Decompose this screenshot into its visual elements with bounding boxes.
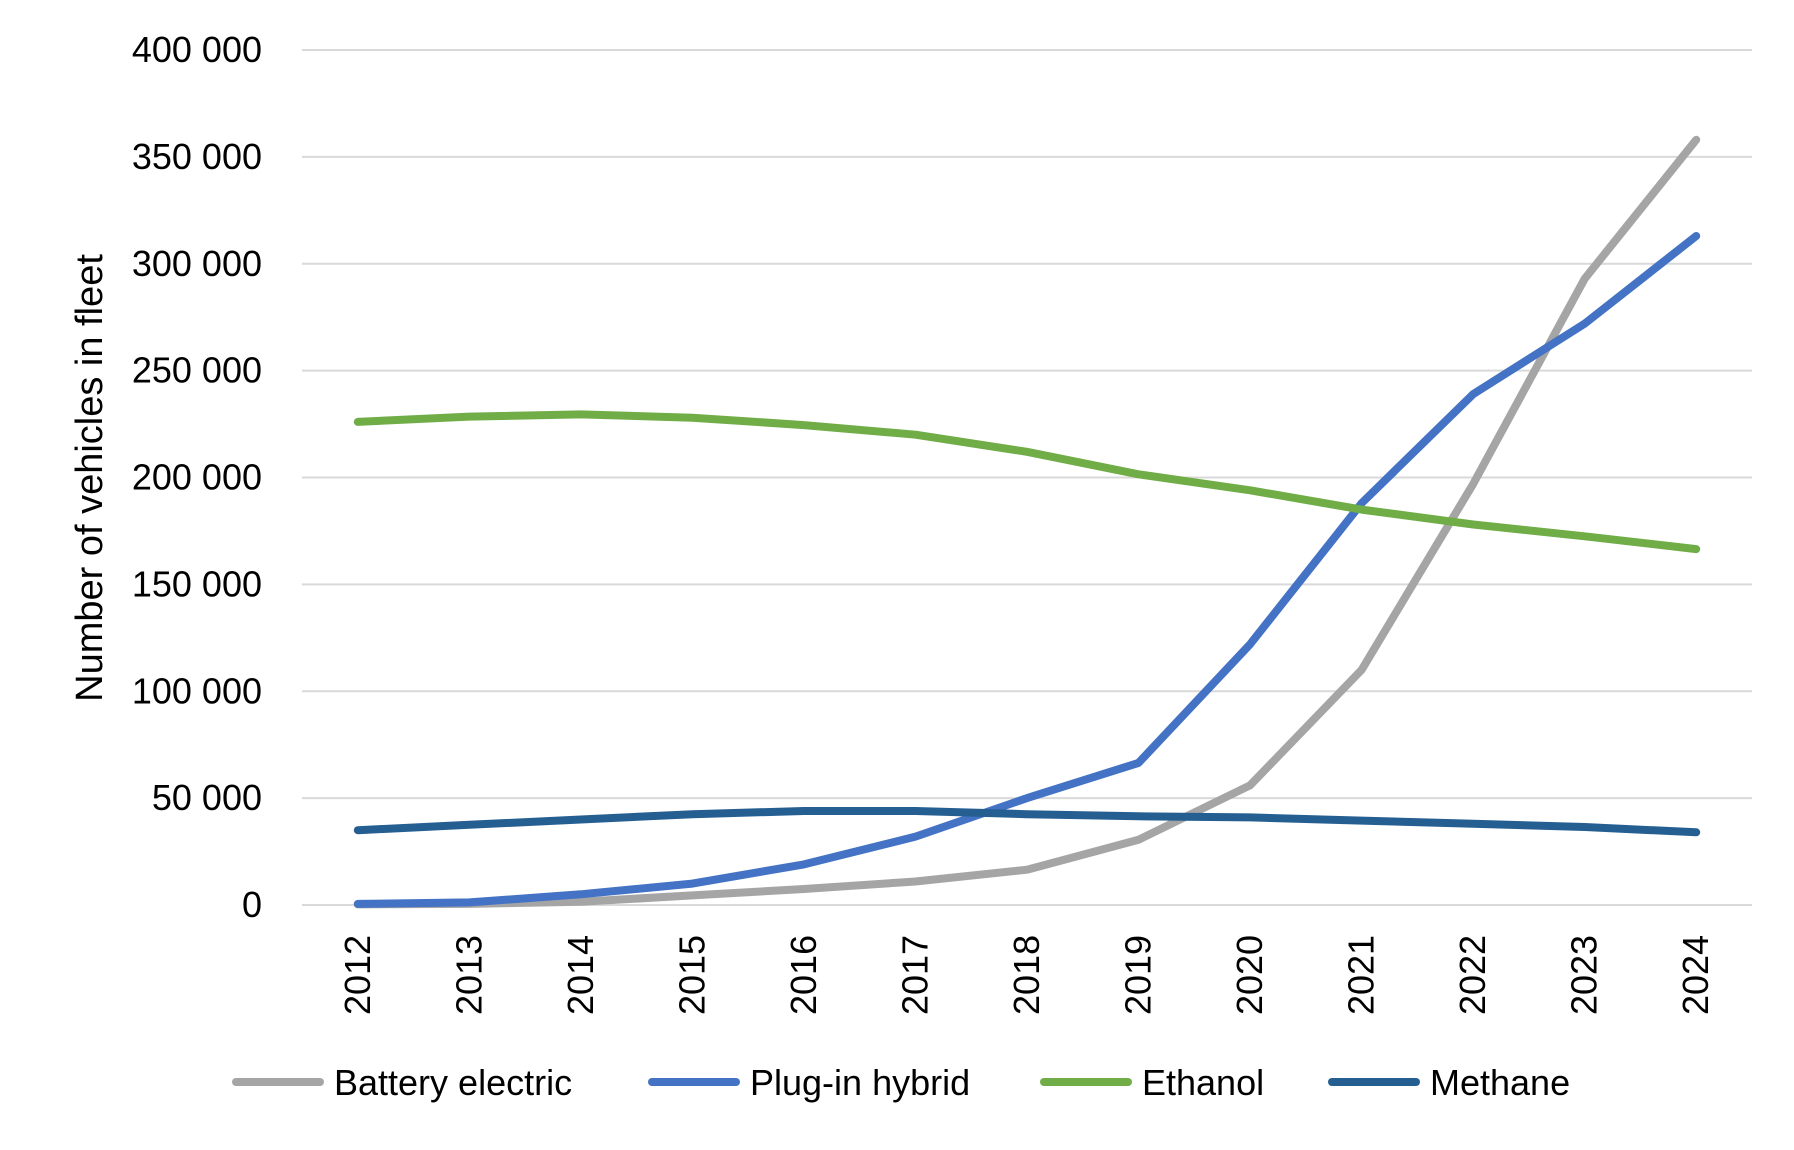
x-tick-label: 2016 xyxy=(783,935,824,1015)
legend: Battery electric Plug-in hybrid Ethanol Met… xyxy=(236,1062,1570,1103)
y-tick-label: 50 000 xyxy=(152,777,262,818)
legend-item-battery-electric: Battery electric xyxy=(236,1062,572,1103)
y-tick-label: 400 000 xyxy=(132,29,262,70)
legend-label: Battery electric xyxy=(334,1062,572,1103)
y-tick-label: 200 000 xyxy=(132,457,262,498)
legend-label: Ethanol xyxy=(1142,1062,1264,1103)
x-tick-label: 2019 xyxy=(1118,935,1159,1015)
x-tick-label: 2017 xyxy=(894,935,935,1015)
legend-item-plug-in-hybrid: Plug-in hybrid xyxy=(652,1062,970,1103)
chart: 0 50 000 100 000 150 000 200 000 250 000 300 0… xyxy=(0,0,1794,1145)
x-tick-label: 2018 xyxy=(1006,935,1047,1015)
x-tick-label: 2020 xyxy=(1229,935,1270,1015)
x-tick-label: 2015 xyxy=(671,935,712,1015)
y-tick-label: 250 000 xyxy=(132,350,262,391)
y-tick-label: 150 000 xyxy=(132,563,262,604)
x-tick-label: 2022 xyxy=(1452,935,1493,1015)
x-tick-label: 2021 xyxy=(1341,935,1382,1015)
x-tick-label: 2014 xyxy=(560,935,601,1015)
series-lines xyxy=(358,140,1696,905)
legend-item-methane: Methane xyxy=(1332,1062,1570,1103)
legend-label: Methane xyxy=(1430,1062,1570,1103)
series-line-plug-in-hybrid xyxy=(358,236,1696,904)
y-axis-tick-labels: 0 50 000 100 000 150 000 200 000 250 000 300 0… xyxy=(132,29,262,925)
y-axis-title: Number of vehicles in fleet xyxy=(69,254,111,702)
line-chart: 0 50 000 100 000 150 000 200 000 250 000 300 0… xyxy=(0,0,1794,1145)
series-line-methane xyxy=(358,811,1696,832)
y-tick-label: 0 xyxy=(242,884,262,925)
legend-label: Plug-in hybrid xyxy=(750,1062,970,1103)
x-tick-label: 2024 xyxy=(1675,935,1716,1015)
gridlines xyxy=(302,50,1752,905)
y-tick-label: 100 000 xyxy=(132,670,262,711)
series-line-battery-electric xyxy=(358,140,1696,905)
x-tick-label: 2023 xyxy=(1564,935,1605,1015)
x-tick-label: 2012 xyxy=(337,935,378,1015)
x-axis-tick-labels: 2012 2013 2014 2015 2016 2017 2018 2019 2020 2021… xyxy=(337,935,1716,1015)
x-tick-label: 2013 xyxy=(448,935,489,1015)
y-tick-label: 350 000 xyxy=(132,136,262,177)
y-tick-label: 300 000 xyxy=(132,243,262,284)
legend-item-ethanol: Ethanol xyxy=(1044,1062,1264,1103)
